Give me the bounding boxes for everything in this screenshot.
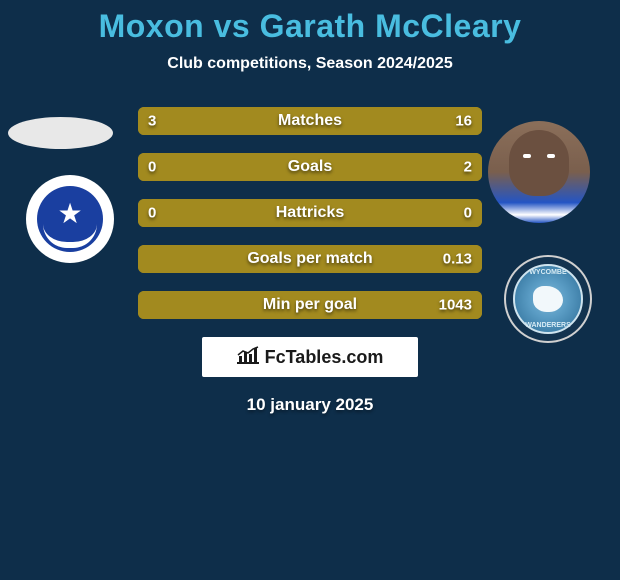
brand-text: FcTables.com — [265, 347, 384, 368]
swan-icon — [533, 286, 563, 312]
stat-bar: 0 Hattricks 0 — [138, 199, 482, 227]
club2-logo: WYCOMBE WANDERERS — [504, 255, 592, 343]
subtitle: Club competitions, Season 2024/2025 — [0, 55, 620, 73]
stat-bar: 0 Goals 2 — [138, 153, 482, 181]
stat-value-right: 2 — [464, 159, 472, 176]
comparison-panel: ★ WYCOMBE WANDERERS 3Matches160Goals20Ha… — [0, 107, 620, 319]
stat-bars: 3 Matches 16 0 Goals 2 0 Hattricks 0 Goals per ma… — [138, 107, 482, 319]
chart-icon — [237, 346, 259, 369]
stat-label: Goals per match — [247, 250, 372, 268]
player2-face — [509, 130, 569, 196]
stat-label: Goals — [288, 158, 332, 176]
stat-value-right: 0 — [464, 205, 472, 222]
stat-bar: 3 Matches 16 — [138, 107, 482, 135]
stat-value-left: 0 — [148, 159, 156, 176]
stat-label: Hattricks — [276, 204, 344, 222]
club2-text-bottom: WANDERERS — [525, 322, 571, 329]
stat-bar: Min per goal 1043 — [138, 291, 482, 319]
stat-label: Min per goal — [263, 296, 357, 314]
stat-value-left: 0 — [148, 205, 156, 222]
bar-fill-left — [138, 107, 193, 135]
player2-photo — [488, 121, 590, 223]
stat-label: Matches — [278, 112, 342, 130]
crescent-icon — [43, 224, 97, 248]
stat-value-right: 1043 — [439, 297, 472, 314]
stat-value-left: 3 — [148, 113, 156, 130]
date-text: 10 january 2025 — [0, 395, 620, 415]
club2-text-top: WYCOMBE — [529, 269, 566, 276]
page-title: Moxon vs Garath McCleary — [0, 0, 620, 45]
brand-badge: FcTables.com — [202, 337, 418, 377]
player1-photo — [8, 117, 113, 149]
club1-logo: ★ — [26, 175, 114, 263]
stat-value-right: 0.13 — [443, 251, 472, 268]
stat-value-right: 16 — [455, 113, 472, 130]
stat-bar: Goals per match 0.13 — [138, 245, 482, 273]
